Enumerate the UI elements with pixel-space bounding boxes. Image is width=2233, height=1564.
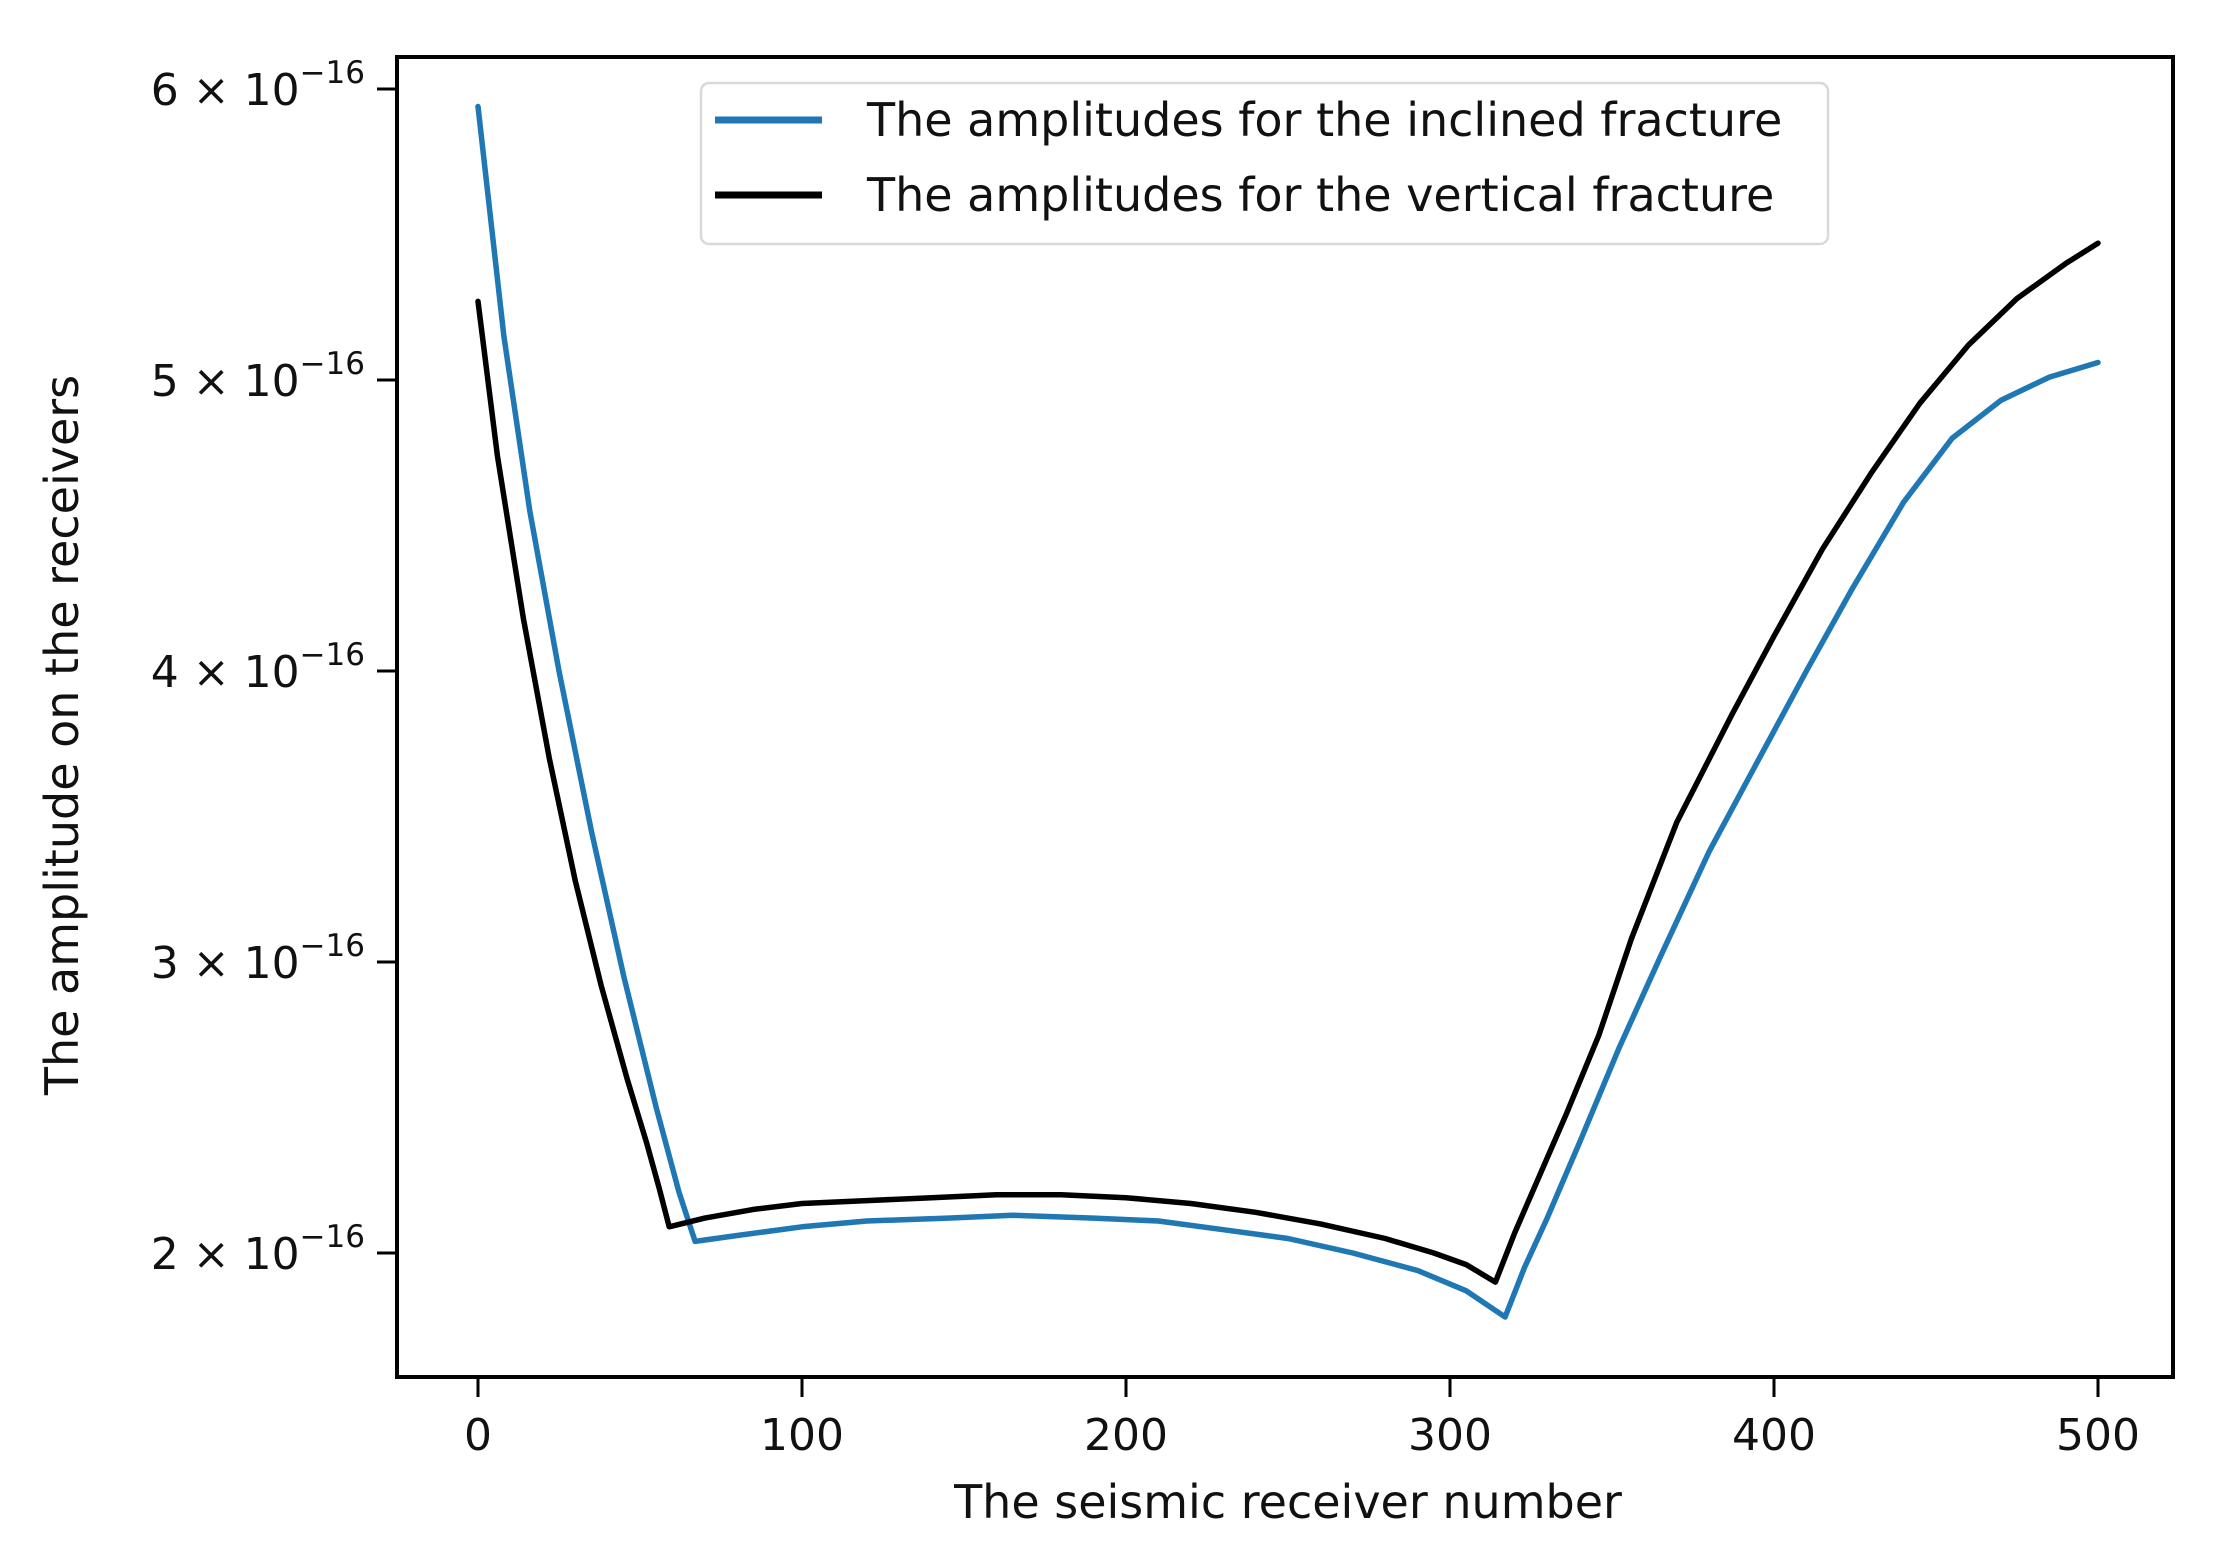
- legend: The amplitudes for the inclined fracture…: [699, 81, 1830, 246]
- x-tick-label: 0: [464, 1410, 492, 1461]
- plot-border: [395, 55, 2175, 1379]
- y-axis-label: The amplitude on the receivers: [35, 375, 89, 1096]
- x-tick-label: 300: [1408, 1410, 1492, 1461]
- x-axis-label: The seismic receiver number: [953, 1475, 1622, 1529]
- data-curves: [475, 103, 2101, 1320]
- y-tick-label: 2 × 10−16: [151, 1219, 365, 1280]
- legend-label-inclined: The amplitudes for the inclined fracture: [866, 93, 1782, 147]
- y-tick-label: 3 × 10−16: [151, 928, 365, 989]
- y-axis-ticks: 6 × 10−16 5 × 10−16 4 × 10−16 3 × 10−16 2 × …: [151, 55, 397, 1280]
- y-tick-label: 4 × 10−16: [151, 637, 365, 698]
- x-tick-label: 400: [1732, 1410, 1816, 1461]
- curve-inclined-fracture: [475, 103, 2101, 1320]
- legend-label-vertical: The amplitudes for the vertical fracture: [866, 168, 1774, 222]
- x-axis-ticks: 0 100 200 300 400 500: [464, 1377, 2140, 1461]
- x-tick-label: 200: [1084, 1410, 1168, 1461]
- y-tick-label: 6 × 10−16: [151, 55, 365, 116]
- y-tick-label: 5 × 10−16: [151, 346, 365, 407]
- curve-vertical-fracture: [475, 240, 2101, 1285]
- x-tick-label: 100: [760, 1410, 844, 1461]
- legend-box: [699, 81, 1830, 246]
- x-tick-label: 500: [2056, 1410, 2140, 1461]
